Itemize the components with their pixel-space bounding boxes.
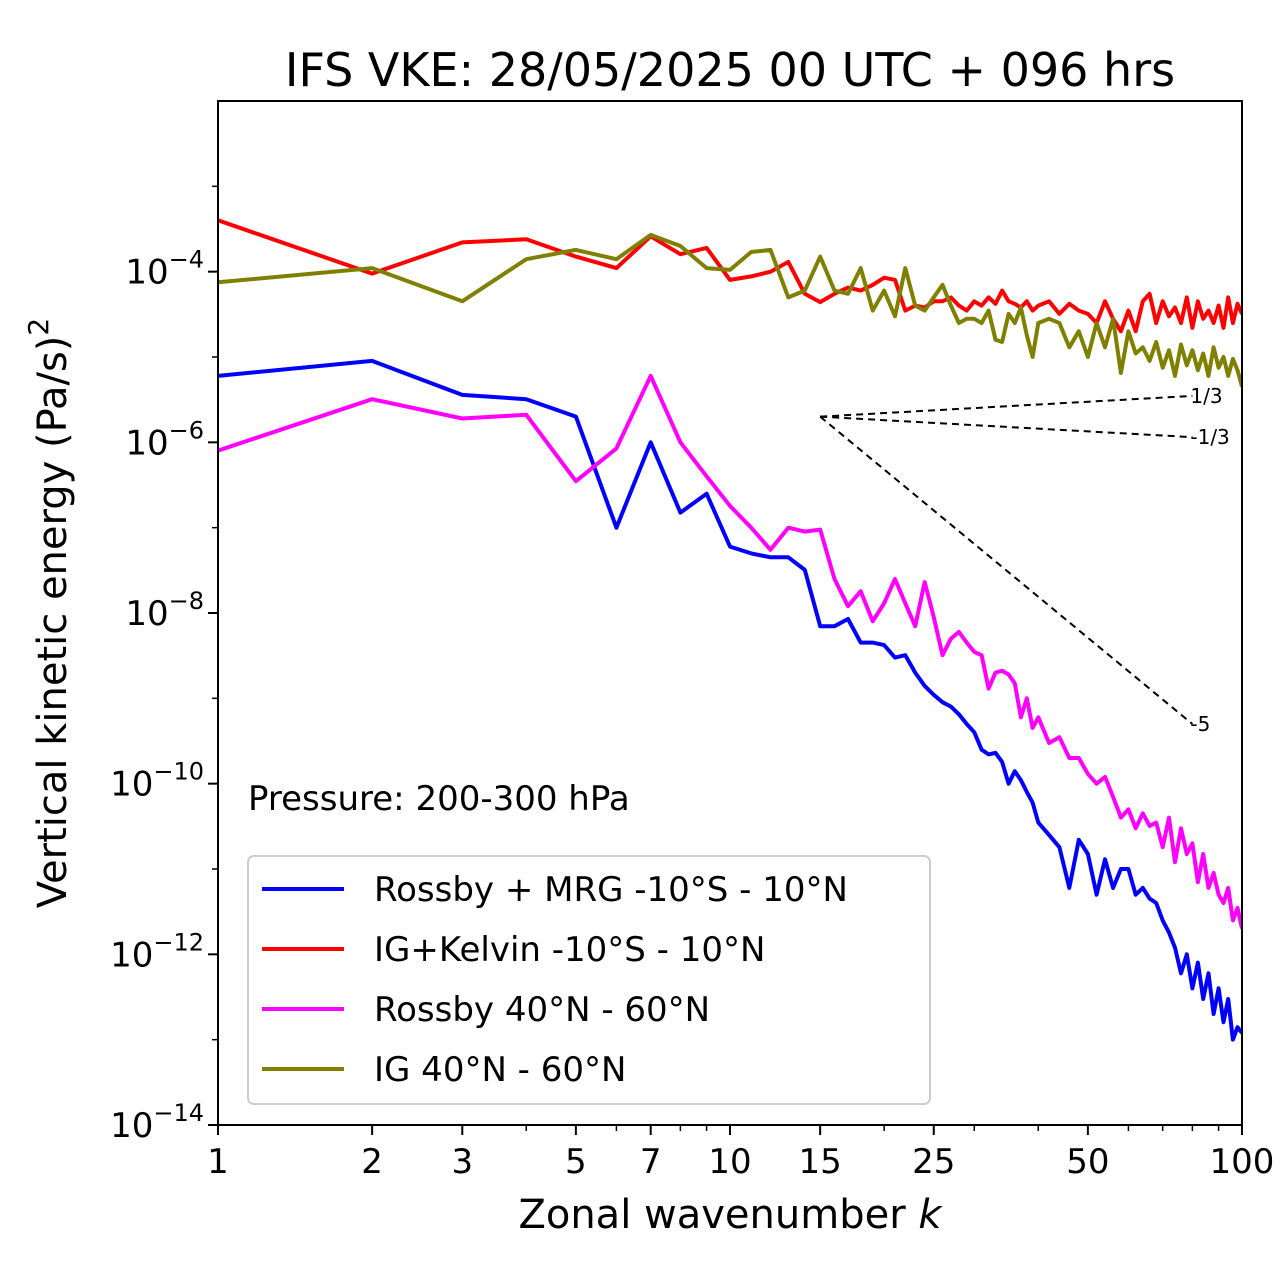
x-axis-label-symbol: k	[918, 1192, 943, 1238]
x-tick-label: 1	[207, 1142, 229, 1182]
series-line-rossby-40n-60n	[218, 373, 1242, 930]
y-axis-label-text: Vertical kinetic energy (Pa/s)	[30, 336, 76, 909]
series-line-rossby-mrg-10s-10n	[218, 358, 1242, 1042]
reference-line-2	[820, 415, 1193, 439]
x-axis-label-text: Zonal wavenumber	[518, 1192, 906, 1238]
y-axis-ticks: 10−4 10−6 10−8 10−10 10−12 10−14	[110, 185, 218, 1146]
reference-line-label-2: -1/3	[1190, 425, 1229, 449]
y-tick-label: 10−12	[110, 928, 204, 975]
x-tick-label: 7	[640, 1142, 662, 1182]
legend-label-ig-40n-60n: IG 40°N - 60°N	[374, 1050, 626, 1090]
y-tick-label: 10−10	[110, 758, 204, 805]
legend-label-rossby-mrg-10s-10n: Rossby + MRG -10°S - 10°N	[374, 870, 848, 910]
x-axis-label: Zonal wavenumber k	[518, 1192, 943, 1238]
series-line-ig-kelvin-10s-10n	[218, 218, 1242, 334]
x-tick-label: 25	[912, 1142, 955, 1182]
x-axis-ticks: 1 2 3 5 7 10 15 25 50 100	[207, 1125, 1274, 1182]
reference-line-3	[819, 415, 1194, 725]
legend: Rossby + MRG -10°S - 10°N IG+Kelvin -10°S…	[247, 855, 931, 1105]
x-tick-label: 100	[1210, 1142, 1275, 1182]
series-line-ig-40n-60n	[218, 232, 1242, 388]
y-axis-label-exponent: 2	[22, 318, 55, 336]
legend-box	[247, 855, 931, 1105]
y-tick-label: 10−6	[125, 416, 204, 463]
legend-label-ig-kelvin-10s-10n: IG+Kelvin -10°S - 10°N	[374, 930, 765, 970]
x-tick-label: 15	[799, 1142, 842, 1182]
reference-line-label-3: -5	[1190, 712, 1210, 736]
x-tick-label: 2	[361, 1142, 383, 1182]
pressure-annotation: Pressure: 200-300 hPa	[248, 779, 630, 819]
reference-lines: 1/3 -1/3 -5	[819, 384, 1230, 736]
legend-entries: Rossby + MRG -10°S - 10°N IG+Kelvin -10°S…	[262, 870, 848, 1090]
x-tick-label: 50	[1066, 1142, 1109, 1182]
reference-line-label-1: 1/3	[1190, 384, 1222, 408]
y-axis-label: Vertical kinetic energy (Pa/s)2	[22, 318, 76, 908]
y-tick-label: 10−4	[125, 246, 204, 293]
chart-title: IFS VKE: 28/05/2025 00 UTC + 096 hrs	[285, 43, 1175, 97]
reference-line-1	[820, 394, 1193, 418]
x-tick-label: 10	[708, 1142, 751, 1182]
legend-label-rossby-40n-60n: Rossby 40°N - 60°N	[374, 990, 710, 1030]
x-tick-label: 5	[565, 1142, 587, 1182]
y-tick-label: 10−14	[110, 1099, 204, 1146]
x-tick-label: 3	[451, 1142, 473, 1182]
y-tick-label: 10−8	[125, 587, 204, 634]
series-layer	[218, 218, 1242, 1042]
